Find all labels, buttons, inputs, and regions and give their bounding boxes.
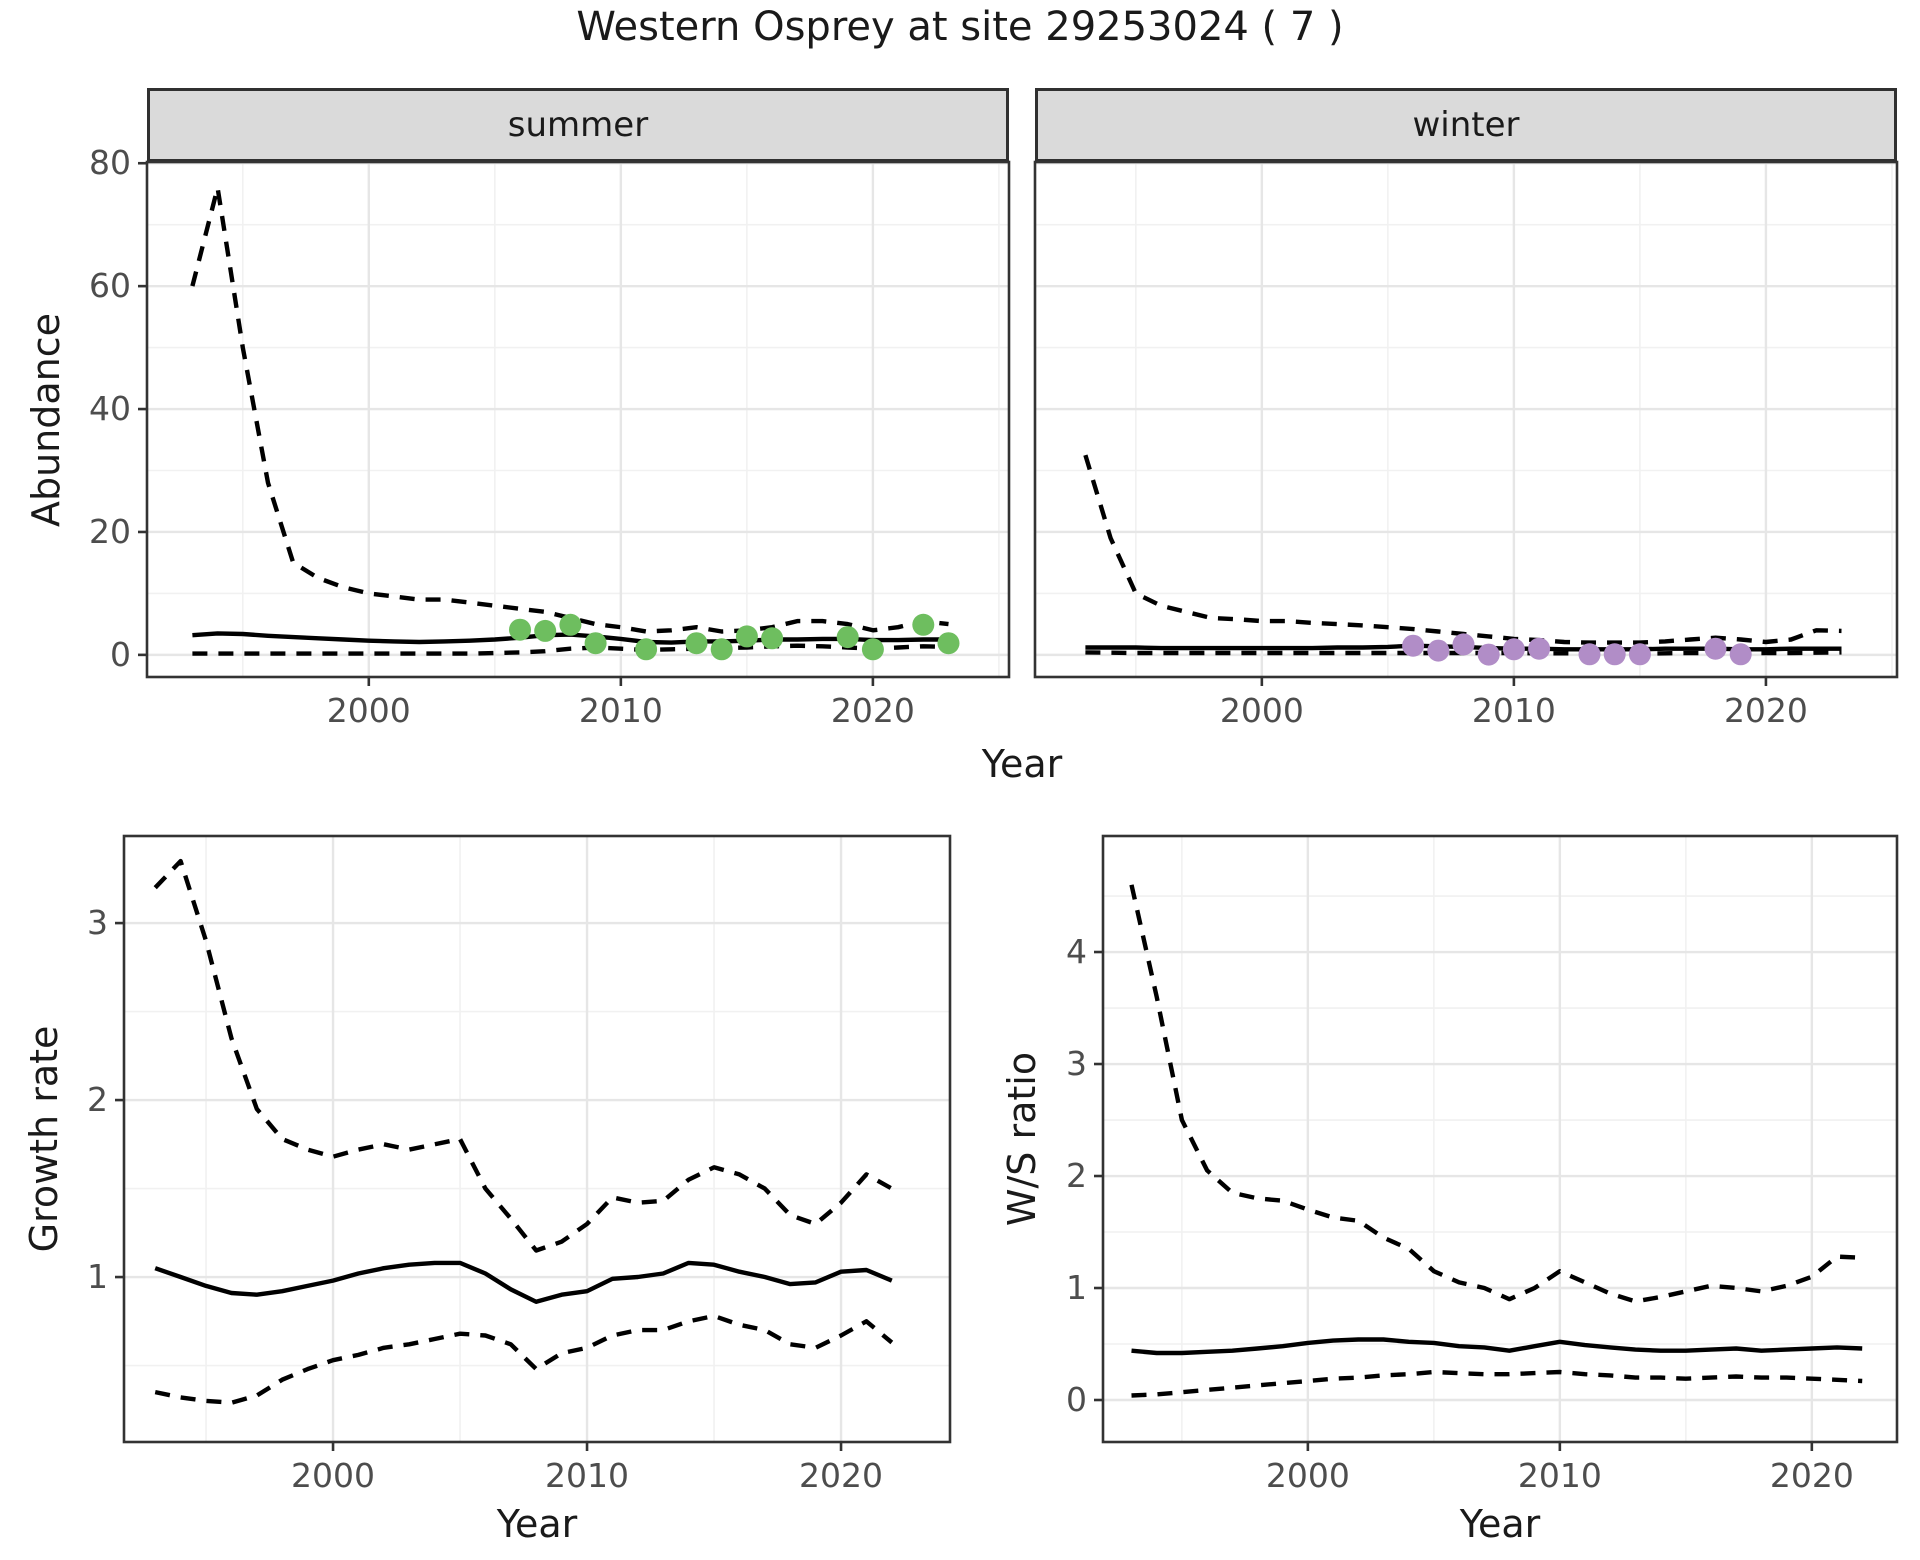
lower-ci-line [154,1313,894,1405]
x-axis-title-abundance: Year [981,742,1063,786]
data-point [1477,643,1500,666]
y-tick-label: 3 [87,903,108,942]
chart-title: Western Osprey at site 29253024 ( 7 ) [576,4,1344,50]
y-tick-label: 60 [89,266,131,305]
x-tick-label: 2000 [1266,1456,1350,1495]
data-point [1603,643,1626,666]
y-axis-title-abundance: Abundance [24,312,68,528]
data-point [1578,643,1601,666]
facet-strip-summer: summer [147,88,1009,162]
y-axis-title-ws-ratio: W/S ratio [1000,1051,1044,1227]
abundance-summer-panel: 2000 2010 2020 0 20 40 60 80 [89,143,1011,730]
x-tick-label: 2010 [545,1456,629,1495]
y-tick-label: 0 [110,635,131,674]
data-point [710,638,733,661]
x-tick-label: 2020 [1770,1456,1854,1495]
x-axis-title-ws-ratio: Year [1459,1502,1541,1546]
data-point [534,619,557,642]
x-tick-label: 2020 [831,691,915,730]
facet-strip-winter-label: winter [1412,105,1520,145]
data-point [559,613,582,636]
panel-border [145,160,1011,679]
data-point [1628,643,1651,666]
y-tick-label: 4 [1066,932,1087,971]
y-axis-title-growth-rate: Growth rate [22,1025,66,1253]
x-tick-label: 2010 [579,691,663,730]
lower-ci-line [192,643,949,656]
median-line [154,1260,893,1304]
data-point [584,632,607,655]
x-axis-title-growth-rate: Year [496,1502,578,1546]
lower-ci-line [1131,1369,1863,1398]
panel-border [1033,160,1899,679]
x-tick-label: 2010 [1472,691,1556,730]
data-point [635,638,658,661]
data-point [1427,639,1450,662]
y-tick-label: 2 [87,1080,108,1119]
abundance-winter-panel: 2000 2010 2020 [1033,160,1899,730]
data-point [937,632,960,655]
x-tick-label: 2010 [1518,1456,1602,1495]
data-point [1502,638,1525,661]
data-point [761,627,784,650]
panel-border [1101,834,1899,1444]
data-point [1452,633,1475,656]
data-point [735,625,758,648]
y-tick-label: 40 [89,389,131,428]
x-tick-label: 2000 [291,1456,375,1495]
data-point [1729,643,1752,666]
growth-rate-panel: 2000 2010 2020 1 2 3 [87,834,952,1495]
upper-ci-line [1129,884,1863,1304]
facet-strip-summer-label: summer [507,105,649,145]
y-tick-label: 80 [89,143,131,182]
y-tick-label: 1 [87,1257,108,1296]
data-point [1528,637,1551,660]
data-point [685,632,708,655]
data-point [861,638,884,661]
y-tick-label: 3 [1066,1044,1087,1083]
y-tick-label: 20 [89,512,131,551]
y-tick-label: 1 [1066,1268,1087,1307]
x-tick-label: 2000 [327,691,411,730]
median-line [1131,1337,1863,1356]
upper-ci-line [153,858,893,1253]
data-point [509,618,531,641]
data-point [912,613,935,636]
data-point [1402,634,1425,657]
facet-strip-winter: winter [1035,88,1897,162]
upper-ci-line [190,185,949,634]
ws-ratio-panel: 2000 2010 2020 0 1 2 3 4 [1066,834,1899,1495]
x-tick-label: 2020 [1724,691,1808,730]
y-tick-label: 0 [1066,1380,1087,1419]
data-point [1704,637,1727,660]
upper-ci-line [1083,454,1842,645]
panel-border [122,834,952,1444]
data-point [836,626,859,649]
x-tick-label: 2000 [1220,691,1304,730]
y-tick-label: 2 [1066,1156,1087,1195]
x-tick-label: 2020 [799,1456,883,1495]
